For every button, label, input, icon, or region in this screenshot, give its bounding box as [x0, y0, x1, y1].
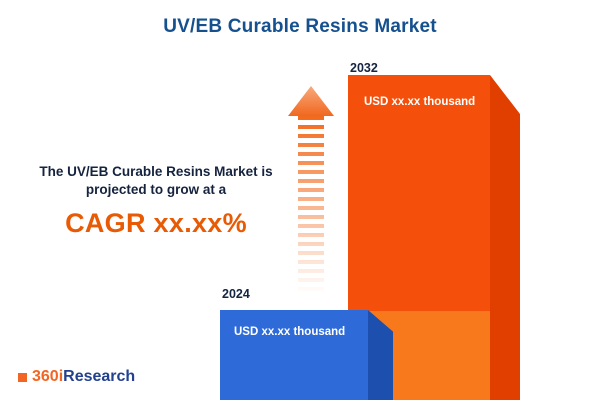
- page-title: UV/EB Curable Resins Market: [163, 16, 437, 37]
- logo-prefix: 360i: [32, 368, 64, 385]
- logo: 360i Research: [18, 368, 135, 386]
- bar-2024-year-label: 2024: [222, 287, 250, 301]
- arrow-head-icon: [288, 86, 334, 116]
- logo-mark-icon: [18, 372, 27, 382]
- annotation-block: The UV/EB Curable Resins Market is proje…: [8, 163, 304, 239]
- bar-2024-value-label: USD xx.xx thousand: [234, 326, 346, 338]
- bar-2032-year-label: 2032: [350, 61, 378, 75]
- cagr-value: CAGR xx.xx%: [65, 208, 247, 239]
- annotation-line-1: The UV/EB Curable Resins Market is: [39, 164, 273, 179]
- growth-arrow-icon: [288, 86, 334, 296]
- annotation-line-2: projected to grow at a: [85, 182, 227, 198]
- bar-2024-front: [220, 310, 368, 400]
- arrow-shaft-icon: [298, 116, 324, 294]
- bar-2032-side: [490, 75, 520, 400]
- bar-2032-value-label: USD xx.xx thousand: [364, 96, 476, 108]
- logo-suffix: Research: [63, 368, 136, 385]
